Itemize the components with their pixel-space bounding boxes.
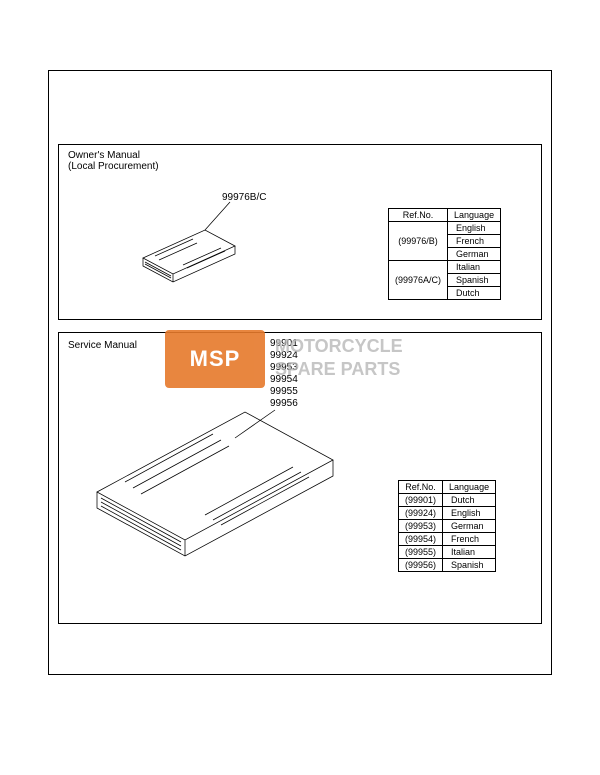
msp-badge-text: MSP [190, 346, 241, 372]
lang-cell: Dutch [448, 287, 501, 300]
leader-line-top [200, 200, 240, 240]
ref-cell: (99956) [399, 559, 443, 572]
lang-cell: Italian [443, 546, 496, 559]
ref-cell: (99953) [399, 520, 443, 533]
ref-cell: (99976A/C) [389, 261, 448, 300]
ref-cell: (99976/B) [389, 222, 448, 261]
lang-cell: English [448, 222, 501, 235]
service-manual-callout: 99955 [270, 386, 298, 398]
table-row: (99976A/C)Italian [389, 261, 501, 274]
table-row: (99976/B)English [389, 222, 501, 235]
lang-cell: French [443, 533, 496, 546]
wm-line1: MOTORCYCLE [275, 335, 403, 358]
service-manual-title: Service Manual [68, 340, 137, 351]
wm-line2: SPARE PARTS [275, 358, 403, 381]
leader-line-bottom [230, 408, 280, 448]
lang-cell: Spanish [448, 274, 501, 287]
ref-cell: (99954) [399, 533, 443, 546]
ref-cell: (99924) [399, 507, 443, 520]
msp-watermark-text: MOTORCYCLE SPARE PARTS [275, 335, 403, 382]
th-lang: Language [448, 209, 501, 222]
lang-cell: German [448, 248, 501, 261]
table-row: (99954)French [399, 533, 496, 546]
lang-cell: French [448, 235, 501, 248]
msp-badge: MSP [165, 330, 265, 388]
table-row: (99901)Dutch [399, 494, 496, 507]
lang-cell: Italian [448, 261, 501, 274]
service-manual-lang-table: Ref.No. Language (99901)Dutch(99924)Engl… [398, 480, 496, 572]
table-row: (99956)Spanish [399, 559, 496, 572]
owners-manual-title: Owner's Manual (Local Procurement) [68, 150, 159, 172]
table-row: (99924)English [399, 507, 496, 520]
lang-cell: Spanish [443, 559, 496, 572]
table-row: (99955)Italian [399, 546, 496, 559]
ref-cell: (99955) [399, 546, 443, 559]
th-refno: Ref.No. [389, 209, 448, 222]
lang-cell: Dutch [443, 494, 496, 507]
lang-cell: German [443, 520, 496, 533]
th-refno-b: Ref.No. [399, 481, 443, 494]
lang-cell: English [443, 507, 496, 520]
ref-cell: (99901) [399, 494, 443, 507]
th-lang-b: Language [443, 481, 496, 494]
owners-manual-lang-table: Ref.No. Language (99976/B)EnglishFrenchG… [388, 208, 501, 300]
table-row: (99953)German [399, 520, 496, 533]
service-manual-book-icon [85, 400, 345, 580]
